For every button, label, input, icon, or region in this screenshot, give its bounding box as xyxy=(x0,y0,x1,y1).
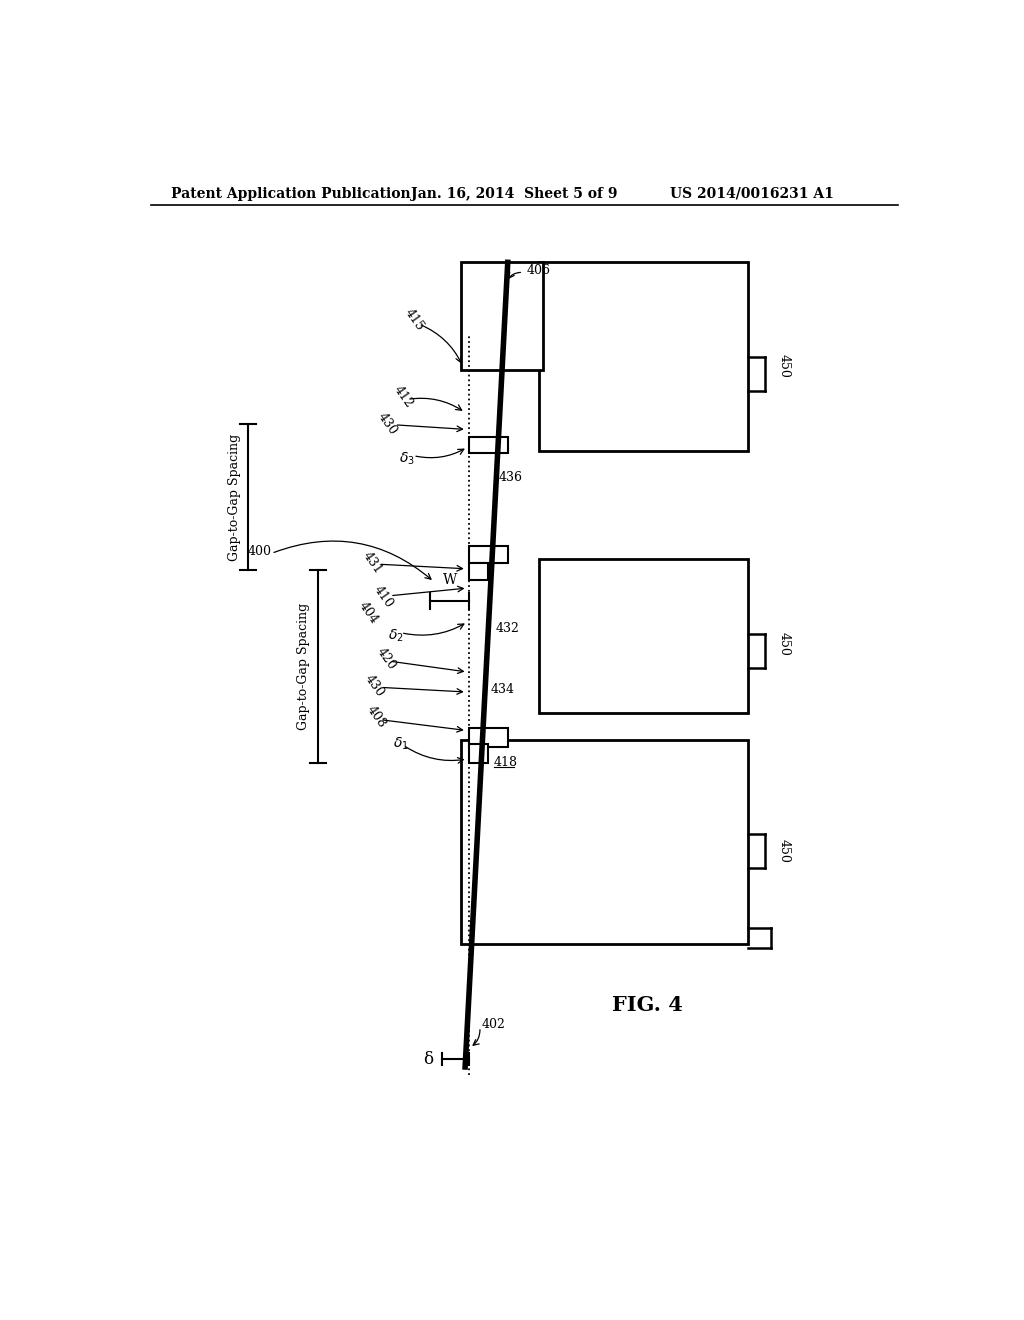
Bar xyxy=(469,437,508,453)
Bar xyxy=(539,558,748,713)
Bar xyxy=(469,729,508,747)
Text: US 2014/0016231 A1: US 2014/0016231 A1 xyxy=(671,187,835,201)
Text: 430: 430 xyxy=(376,411,399,438)
Text: 412: 412 xyxy=(391,384,416,411)
Text: Gap-to-Gap Spacing: Gap-to-Gap Spacing xyxy=(227,433,241,561)
Text: Gap-to-Gap Spacing: Gap-to-Gap Spacing xyxy=(297,603,310,730)
Text: W: W xyxy=(442,573,457,587)
Text: $\delta_1$: $\delta_1$ xyxy=(393,735,409,752)
Bar xyxy=(469,743,488,763)
Text: 450: 450 xyxy=(777,354,791,379)
Text: $\delta_3$: $\delta_3$ xyxy=(399,450,415,467)
Text: 430: 430 xyxy=(362,672,387,700)
Bar xyxy=(539,263,748,451)
Text: 450: 450 xyxy=(777,840,791,863)
Text: Jan. 16, 2014  Sheet 5 of 9: Jan. 16, 2014 Sheet 5 of 9 xyxy=(411,187,617,201)
Text: 432: 432 xyxy=(496,622,520,635)
Text: Patent Application Publication: Patent Application Publication xyxy=(171,187,411,201)
Text: δ: δ xyxy=(423,1051,433,1068)
Text: 418: 418 xyxy=(494,756,518,770)
Text: 436: 436 xyxy=(499,471,522,484)
Text: 402: 402 xyxy=(481,1018,505,1031)
Text: 400: 400 xyxy=(248,545,271,557)
Text: 415: 415 xyxy=(402,306,427,334)
Bar xyxy=(461,263,543,370)
Text: 434: 434 xyxy=(490,684,515,696)
Text: 420: 420 xyxy=(374,645,398,672)
Text: 408: 408 xyxy=(364,704,388,730)
Text: 450: 450 xyxy=(777,631,791,656)
Text: 406: 406 xyxy=(526,264,550,277)
Text: FIG. 4: FIG. 4 xyxy=(611,995,683,1015)
Text: 431: 431 xyxy=(359,549,384,577)
Bar xyxy=(461,739,748,944)
Text: $\delta_2$: $\delta_2$ xyxy=(387,627,403,644)
Bar xyxy=(469,545,508,562)
Text: 410: 410 xyxy=(372,583,396,611)
Bar xyxy=(469,562,488,579)
Text: 404: 404 xyxy=(356,599,381,626)
